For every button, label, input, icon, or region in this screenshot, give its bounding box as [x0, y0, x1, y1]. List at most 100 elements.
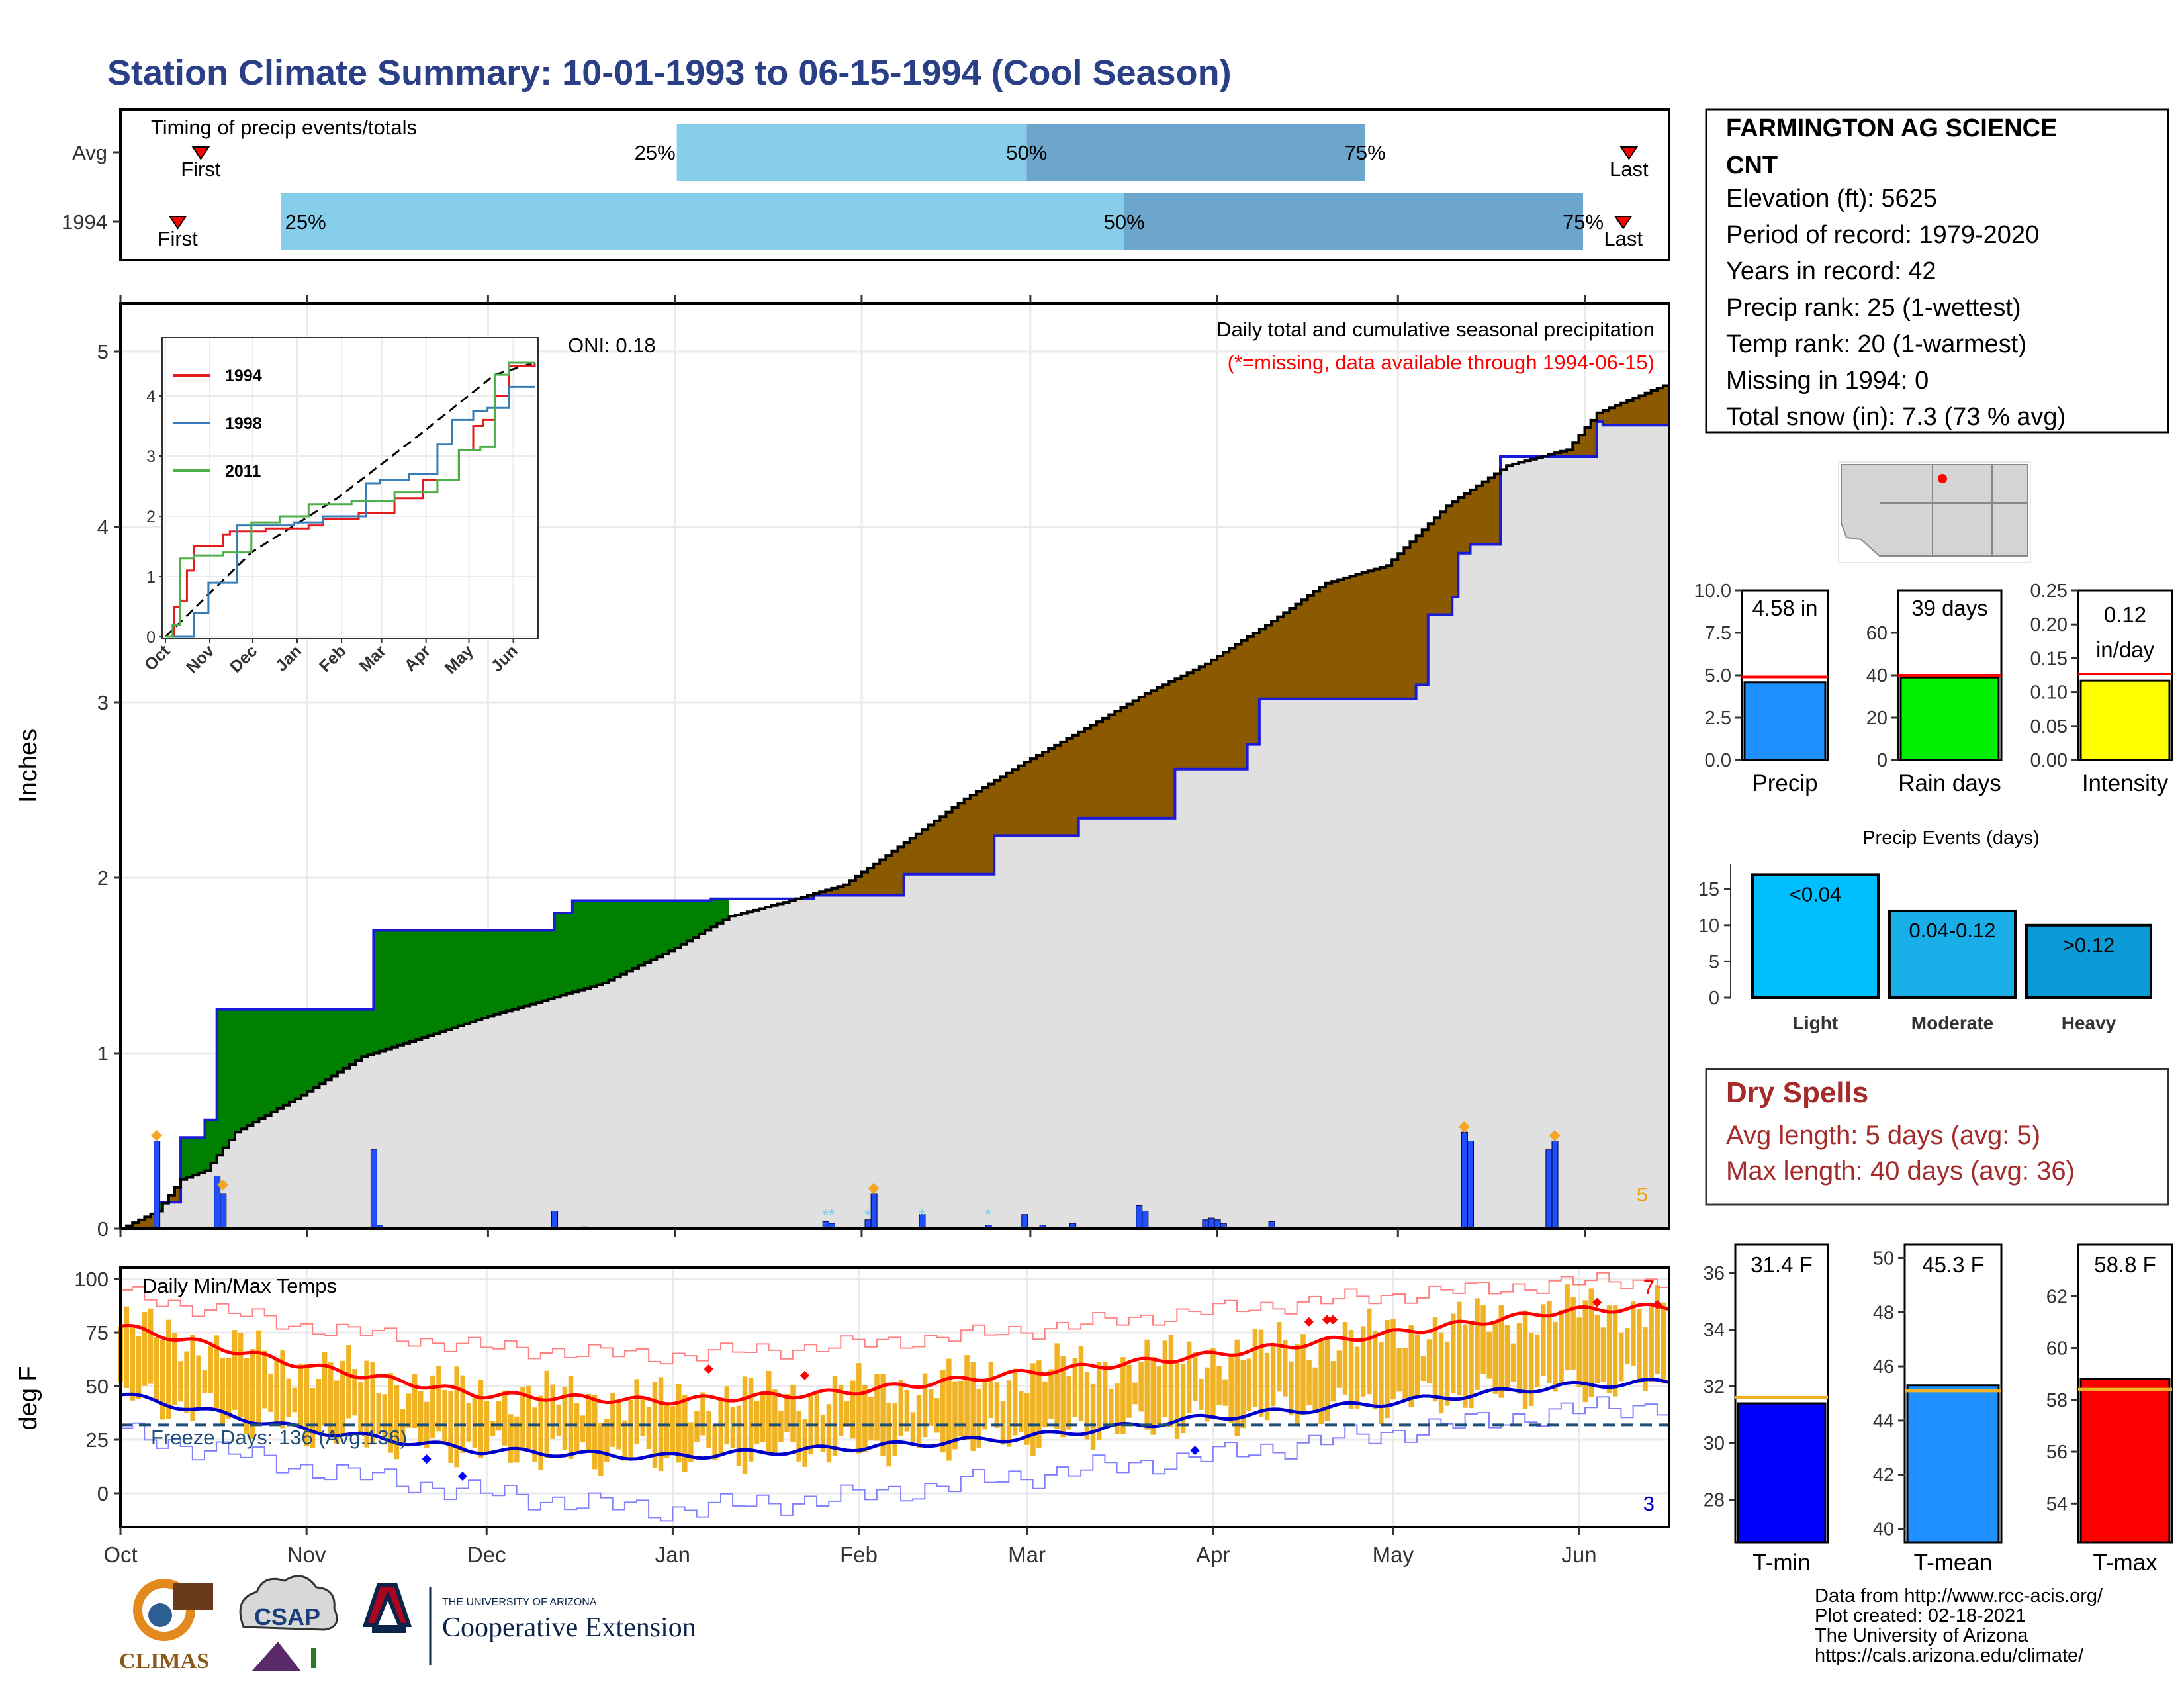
temp-y-axis: 0 25 50 75 100 — [74, 1268, 120, 1505]
daily-temp-bar — [1012, 1368, 1018, 1436]
daily-temp-bar — [1576, 1317, 1582, 1387]
daily-precip-bar — [1551, 1141, 1559, 1229]
climas-logo: CLIMAS — [119, 1579, 213, 1673]
climas-wordmark: CLIMAS — [119, 1649, 209, 1673]
precip-record-marker — [868, 1182, 880, 1194]
temp-summary-value-label: 31.4 F — [1751, 1252, 1813, 1277]
temp-frame — [119, 1266, 1670, 1528]
timing-last-marker — [1619, 146, 1639, 160]
temp-count-bottom: 3 — [1643, 1492, 1655, 1515]
daily-temp-bar — [1570, 1297, 1576, 1370]
daily-temp-bar — [670, 1406, 676, 1453]
daily-temp-bar — [1312, 1367, 1318, 1411]
temp-summary-value-label: 58.8 F — [2094, 1252, 2156, 1277]
inset-1998-line — [165, 385, 535, 638]
daily-temp-bar — [238, 1333, 244, 1417]
daily-temp-bar — [1156, 1366, 1162, 1425]
daily-temp-bar — [1000, 1401, 1006, 1445]
ua-small-text: THE UNIVERSITY OF ARIZONA — [442, 1597, 597, 1608]
daily-temp-bar — [154, 1337, 159, 1401]
daily-temp-bar — [880, 1373, 886, 1457]
daily-temp-bar — [904, 1389, 910, 1432]
daily-temp-bar — [1295, 1344, 1300, 1425]
daily-temp-bar — [244, 1358, 250, 1435]
daily-temp-bar — [1457, 1301, 1462, 1396]
mini-bar-xlabel: Rain days — [1898, 771, 2001, 796]
mini-bar-value — [2079, 679, 2171, 761]
daily-temp-bar — [232, 1330, 238, 1410]
events-bar-label: >0.12 — [2063, 933, 2115, 957]
daily-temp-bar — [1354, 1346, 1360, 1409]
daily-temp-bar — [1024, 1393, 1030, 1445]
normal-cumulative-line — [120, 420, 1669, 1230]
daily-temp-bar — [130, 1325, 136, 1401]
daily-temp-bar — [412, 1374, 418, 1429]
freeze-days-label: Freeze Days: 136 (Avg:136) — [151, 1426, 407, 1449]
timing-panel: Timing of precip events/totals Avg First L… — [62, 108, 1670, 261]
daily-temp-bar — [490, 1421, 496, 1436]
temp-summary-ytick: 32 — [1704, 1376, 1725, 1397]
daily-temp-bar — [298, 1364, 304, 1428]
daily-temp-bar — [148, 1308, 154, 1384]
page-title: Station Climate Summary: 10-01-1993 to 0… — [107, 53, 1232, 93]
daily-temp-bar — [1367, 1308, 1372, 1395]
daily-temp-bar — [1066, 1376, 1072, 1430]
daily-temp-bar — [1643, 1327, 1648, 1391]
precip-events-chart: Precip Events (days) 0 5 10 15 <0.04 Light 0.0… — [1698, 827, 2164, 1033]
daily-temp-bar — [1180, 1364, 1186, 1434]
oni-label: ONI: 0.18 — [568, 334, 656, 357]
daily-temp-bar — [1498, 1305, 1504, 1398]
daily-temp-bar — [862, 1385, 868, 1452]
precip-record-marker — [1458, 1121, 1470, 1133]
snow-marker: * — [919, 1205, 925, 1225]
mini-bar-ytick: 0.20 — [2030, 614, 2068, 635]
daily-temp-bar — [592, 1395, 598, 1470]
daily-temp-bar — [1264, 1352, 1270, 1421]
daily-temp-bar — [1138, 1361, 1144, 1412]
daily-temp-bar — [724, 1386, 730, 1445]
daily-temp-bar — [1612, 1305, 1618, 1397]
daily-temp-bar — [1385, 1319, 1390, 1419]
precip-ylabel: Inches — [15, 729, 42, 803]
daily-temp-bar — [472, 1395, 478, 1448]
daily-temp-bar — [1036, 1360, 1042, 1448]
daily-temp-bar — [784, 1394, 790, 1432]
daily-temp-bar — [646, 1407, 652, 1450]
daily-temp-bar — [1444, 1341, 1450, 1406]
inset-frame — [161, 337, 539, 639]
csap-wordmark: CSAP — [254, 1603, 320, 1630]
daily-temp-bar — [124, 1306, 130, 1388]
daily-temp-bar — [1120, 1357, 1126, 1434]
events-category-label: Moderate — [1911, 1013, 1993, 1033]
daily-temp-bar — [1300, 1334, 1306, 1415]
daily-temp-bar — [1289, 1361, 1294, 1416]
temp-summary-ytick: 40 — [1873, 1519, 1894, 1540]
events-category-label: Heavy — [2062, 1013, 2116, 1033]
timing-first-label: First — [181, 158, 221, 181]
events-ytick: 0 — [1709, 988, 1719, 1009]
daily-temp-bar — [1649, 1307, 1654, 1382]
temp-summary-ytick: 54 — [2046, 1493, 2068, 1515]
mini-bar-ytick: 0 — [1877, 750, 1888, 771]
month-label: Nov — [287, 1542, 326, 1567]
daily-temp-bar — [1102, 1362, 1108, 1425]
mini-bar-value-label: 0.12 — [2104, 602, 2146, 627]
mini-bar-ytick: 5.0 — [1705, 665, 1731, 686]
mini-bar-value-label: 4.58 in — [1752, 596, 1817, 620]
timing-p50-label: 50% — [1006, 141, 1047, 164]
locator-map — [1838, 461, 2031, 563]
daily-temp-bar — [1222, 1379, 1228, 1406]
daily-temp-bar — [358, 1382, 363, 1432]
daily-temp-bar — [616, 1401, 621, 1450]
temp-ytick-label: 75 — [86, 1321, 109, 1344]
daily-temp-bar — [1270, 1342, 1276, 1407]
station-info-line: Total snow (in): 7.3 (73 % avg) — [1726, 403, 2066, 431]
footer-credit-line: The University of Arizona — [1815, 1625, 2028, 1646]
daily-temp-bar — [166, 1319, 171, 1419]
mini-bar-ytick: 0.0 — [1705, 750, 1731, 771]
inset-ytick-label: 2 — [146, 508, 156, 526]
daily-temp-bar — [730, 1407, 736, 1449]
timing-last-label: Last — [1604, 227, 1643, 250]
daily-temp-bar — [1492, 1323, 1498, 1394]
daily-temp-bar — [376, 1392, 381, 1434]
